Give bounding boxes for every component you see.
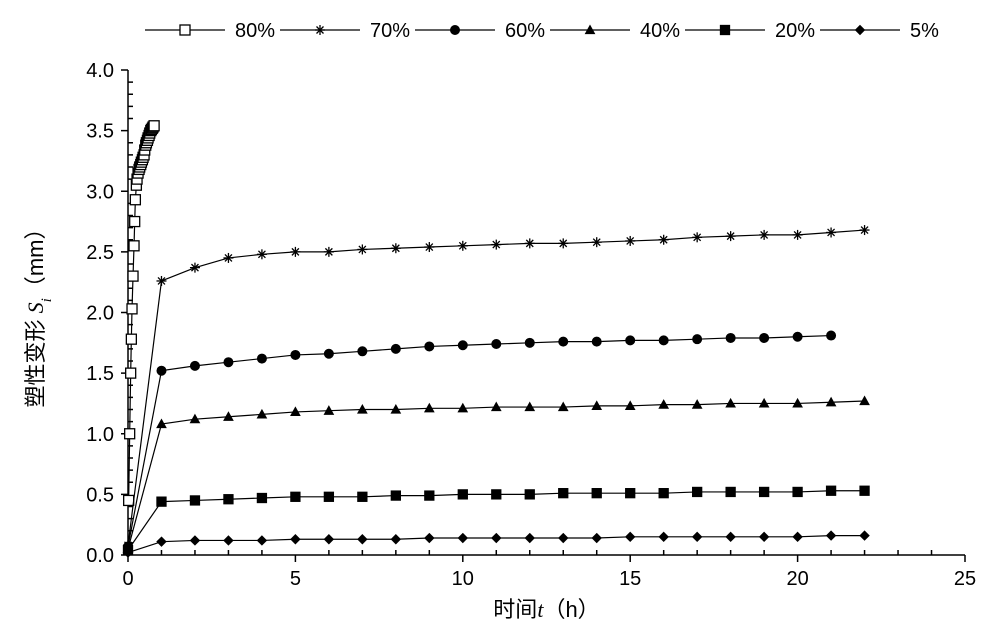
plastic-deformation-chart: 0 5 10 15 20 25 0.0 0.5 1.0 1.5 2.0 2.5 3.0 3.5 4.0 时间t… (0, 0, 1000, 639)
legend-label: 80% (235, 20, 275, 42)
legend-item-5%: 5% (820, 20, 939, 42)
series-40% (124, 397, 870, 553)
y-tick-label: 3.0 (86, 181, 114, 203)
legend-item-40%: 40% (550, 20, 680, 42)
legend-item-20%: 20% (685, 20, 815, 42)
y-axis-title: 塑性变形 Si（mm） (23, 218, 55, 408)
legend-item-80%: 80% (145, 20, 275, 42)
y-tick-label: 2.5 (86, 242, 114, 264)
y-tick-label: 3.5 (86, 121, 114, 143)
legend-label: 70% (370, 20, 410, 42)
y-tick-label: 1.5 (86, 363, 114, 385)
legend-label: 5% (910, 20, 939, 42)
x-tick-label: 25 (954, 568, 976, 590)
y-tick-label: 0.0 (86, 545, 114, 567)
x-tick-label: 5 (290, 568, 301, 590)
legend-label: 60% (505, 20, 545, 42)
y-tick-label: 4.0 (86, 60, 114, 82)
y-tick-label: 1.0 (86, 424, 114, 446)
x-tick-label: 15 (619, 568, 641, 590)
legend-item-60%: 60% (415, 20, 545, 42)
series-20% (124, 486, 870, 554)
x-tick-label: 10 (452, 568, 474, 590)
chart-canvas: 0 5 10 15 20 25 0.0 0.5 1.0 1.5 2.0 2.5 3.0 3.5 4.0 时间t… (0, 0, 1000, 639)
legend-label: 40% (640, 20, 680, 42)
legend-label: 20% (775, 20, 815, 42)
x-tick-label: 20 (786, 568, 808, 590)
y-tick-label: 0.5 (86, 484, 114, 506)
legend-item-70%: 70% (280, 20, 410, 42)
x-axis-title: 时间t（h） (493, 597, 599, 622)
x-tick-label: 0 (122, 568, 133, 590)
y-tick-label: 2.0 (86, 303, 114, 325)
series-70% (123, 225, 870, 550)
series-60% (124, 331, 836, 551)
